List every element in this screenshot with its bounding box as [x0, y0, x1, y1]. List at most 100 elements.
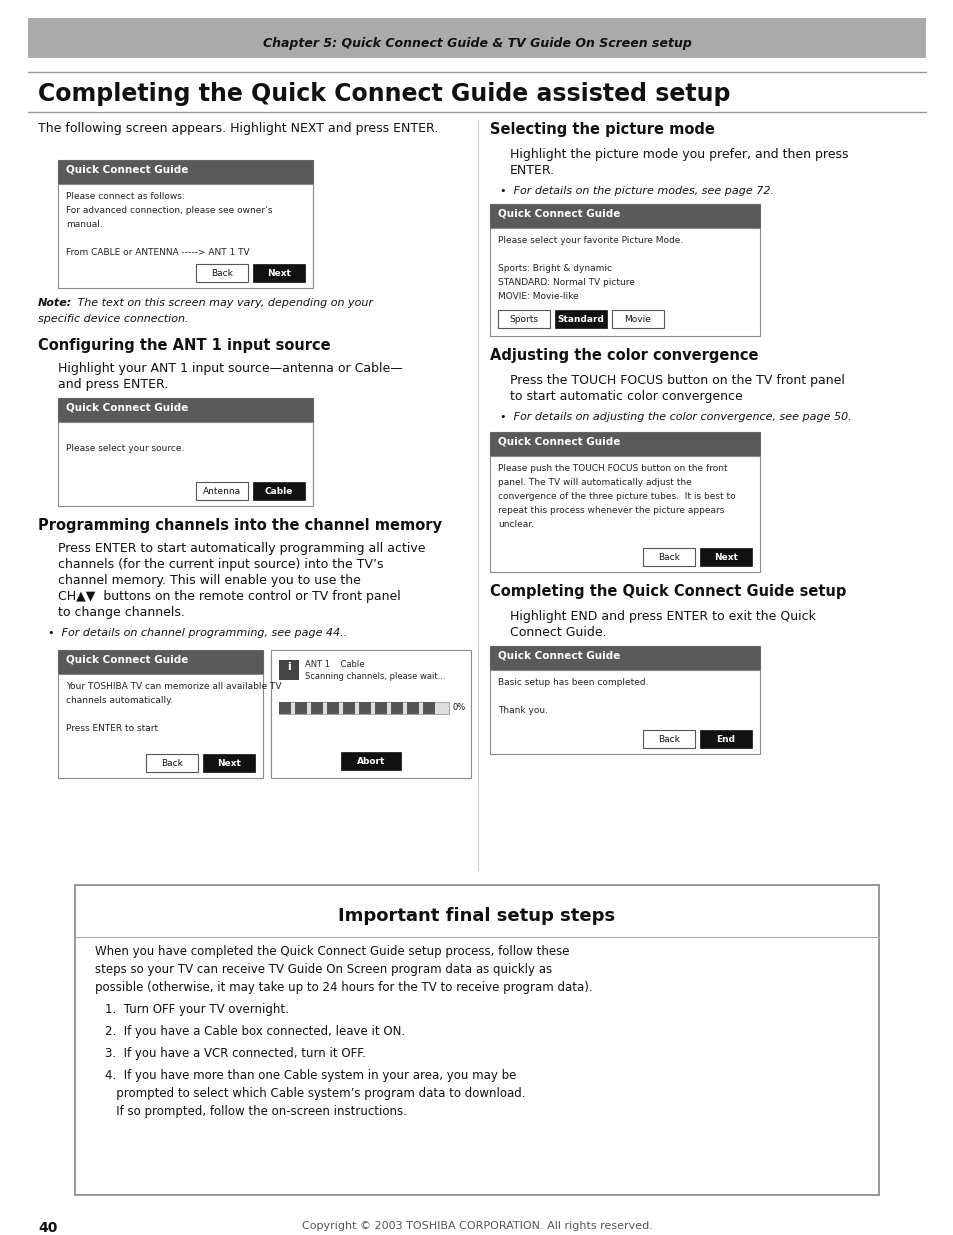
- Text: convergence of the three picture tubes.  It is best to: convergence of the three picture tubes. …: [497, 492, 735, 501]
- Text: 2.  If you have a Cable box connected, leave it ON.: 2. If you have a Cable box connected, le…: [105, 1025, 405, 1037]
- Text: Press ENTER to start automatically programming all active: Press ENTER to start automatically progr…: [58, 542, 425, 555]
- Text: i: i: [287, 662, 291, 672]
- Bar: [75, 885, 878, 1195]
- Bar: [146, 755, 198, 772]
- Text: Quick Connect Guide: Quick Connect Guide: [66, 403, 188, 412]
- Text: channel memory. This will enable you to use the: channel memory. This will enable you to …: [58, 574, 360, 587]
- Bar: [490, 646, 760, 671]
- Bar: [271, 650, 471, 778]
- Text: •  For details on channel programming, see page 44..: • For details on channel programming, se…: [48, 629, 347, 638]
- Bar: [490, 456, 760, 572]
- Text: Quick Connect Guide: Quick Connect Guide: [497, 207, 619, 219]
- Bar: [58, 650, 263, 674]
- Bar: [278, 659, 298, 680]
- Text: End: End: [716, 735, 735, 743]
- Bar: [58, 422, 313, 506]
- Bar: [422, 701, 435, 714]
- Text: unclear.: unclear.: [497, 520, 534, 529]
- Text: Completing the Quick Connect Guide setup: Completing the Quick Connect Guide setup: [490, 584, 845, 599]
- Text: Next: Next: [267, 268, 291, 278]
- Bar: [28, 19, 925, 58]
- Text: Standard: Standard: [557, 315, 604, 324]
- Bar: [612, 310, 663, 329]
- Text: 3.  If you have a VCR connected, turn it OFF.: 3. If you have a VCR connected, turn it …: [105, 1047, 365, 1060]
- Text: Highlight your ANT 1 input source—antenna or Cable—: Highlight your ANT 1 input source—antenn…: [58, 362, 402, 375]
- Bar: [294, 701, 307, 714]
- Bar: [642, 548, 695, 566]
- Bar: [375, 701, 387, 714]
- Bar: [340, 752, 400, 769]
- Text: Completing the Quick Connect Guide assisted setup: Completing the Quick Connect Guide assis…: [38, 82, 730, 106]
- Bar: [58, 161, 313, 184]
- Bar: [490, 204, 760, 228]
- Text: Back: Back: [161, 758, 183, 767]
- Text: For advanced connection, please see owner’s: For advanced connection, please see owne…: [66, 206, 273, 215]
- Bar: [497, 310, 550, 329]
- Text: The text on this screen may vary, depending on your: The text on this screen may vary, depend…: [74, 298, 373, 308]
- Text: Scanning channels, please wait...: Scanning channels, please wait...: [305, 672, 445, 680]
- Text: and press ENTER.: and press ENTER.: [58, 378, 168, 391]
- Text: Highlight the picture mode you prefer, and then press: Highlight the picture mode you prefer, a…: [510, 148, 847, 161]
- Text: Copyright © 2003 TOSHIBA CORPORATION. All rights reserved.: Copyright © 2003 TOSHIBA CORPORATION. Al…: [301, 1221, 652, 1231]
- Bar: [490, 432, 760, 456]
- Text: channels (for the current input source) into the TV’s: channels (for the current input source) …: [58, 558, 383, 571]
- Text: Abort: Abort: [356, 757, 385, 766]
- Text: Your TOSHIBA TV can memorize all available TV: Your TOSHIBA TV can memorize all availab…: [66, 682, 281, 692]
- Text: Sports: Bright & dynamic: Sports: Bright & dynamic: [497, 264, 612, 273]
- Text: CH▲▼  buttons on the remote control or TV front panel: CH▲▼ buttons on the remote control or TV…: [58, 590, 400, 603]
- Text: Next: Next: [713, 552, 738, 562]
- Text: Sports: Sports: [509, 315, 537, 324]
- Text: manual.: manual.: [66, 220, 103, 228]
- Bar: [253, 482, 305, 500]
- Text: Programming channels into the channel memory: Programming channels into the channel me…: [38, 517, 441, 534]
- Text: 4.  If you have more than one Cable system in your area, you may be
   prompted : 4. If you have more than one Cable syste…: [105, 1070, 525, 1118]
- Text: to start automatic color convergence: to start automatic color convergence: [510, 390, 742, 403]
- Bar: [642, 730, 695, 748]
- Bar: [278, 701, 291, 714]
- Text: Cable: Cable: [265, 487, 293, 495]
- Text: 1.  Turn OFF your TV overnight.: 1. Turn OFF your TV overnight.: [105, 1003, 289, 1016]
- Text: From CABLE or ANTENNA -----> ANT 1 TV: From CABLE or ANTENNA -----> ANT 1 TV: [66, 248, 250, 257]
- Bar: [195, 482, 248, 500]
- Text: to change channels.: to change channels.: [58, 606, 185, 619]
- Text: ANT 1    Cable: ANT 1 Cable: [305, 659, 364, 669]
- Text: Please connect as follows:: Please connect as follows:: [66, 191, 185, 201]
- Text: Configuring the ANT 1 input source: Configuring the ANT 1 input source: [38, 338, 331, 353]
- Text: Connect Guide.: Connect Guide.: [510, 626, 606, 638]
- Text: Quick Connect Guide: Quick Connect Guide: [497, 650, 619, 659]
- Text: specific device connection.: specific device connection.: [38, 314, 189, 324]
- Text: Back: Back: [658, 735, 679, 743]
- Bar: [203, 755, 254, 772]
- Text: MOVIE: Movie-like: MOVIE: Movie-like: [497, 291, 578, 301]
- Text: Back: Back: [658, 552, 679, 562]
- Bar: [58, 184, 313, 288]
- Bar: [195, 264, 248, 282]
- Text: Press the TOUCH FOCUS button on the TV front panel: Press the TOUCH FOCUS button on the TV f…: [510, 374, 844, 387]
- Bar: [700, 548, 751, 566]
- Text: Quick Connect Guide: Quick Connect Guide: [497, 436, 619, 446]
- Bar: [253, 264, 305, 282]
- Bar: [278, 701, 449, 714]
- Text: Highlight END and press ENTER to exit the Quick: Highlight END and press ENTER to exit th…: [510, 610, 815, 622]
- Text: Thank you.: Thank you.: [497, 706, 547, 715]
- Text: 0%: 0%: [453, 704, 466, 713]
- Text: Movie: Movie: [624, 315, 651, 324]
- Text: Chapter 5: Quick Connect Guide & TV Guide On Screen setup: Chapter 5: Quick Connect Guide & TV Guid…: [262, 37, 691, 49]
- Bar: [327, 701, 338, 714]
- Bar: [358, 701, 371, 714]
- Bar: [391, 701, 402, 714]
- Bar: [407, 701, 418, 714]
- Bar: [490, 228, 760, 336]
- Text: Please push the TOUCH FOCUS button on the front: Please push the TOUCH FOCUS button on th…: [497, 464, 727, 473]
- Text: •  For details on adjusting the color convergence, see page 50.: • For details on adjusting the color con…: [499, 412, 851, 422]
- Text: ENTER.: ENTER.: [510, 164, 555, 177]
- Text: Adjusting the color convergence: Adjusting the color convergence: [490, 348, 758, 363]
- Bar: [490, 671, 760, 755]
- Text: Back: Back: [211, 268, 233, 278]
- Text: When you have completed the Quick Connect Guide setup process, follow these
step: When you have completed the Quick Connec…: [95, 945, 592, 994]
- Text: repeat this process whenever the picture appears: repeat this process whenever the picture…: [497, 506, 723, 515]
- Text: 40: 40: [38, 1221, 57, 1235]
- Text: Selecting the picture mode: Selecting the picture mode: [490, 122, 714, 137]
- Bar: [311, 701, 323, 714]
- Text: Next: Next: [217, 758, 241, 767]
